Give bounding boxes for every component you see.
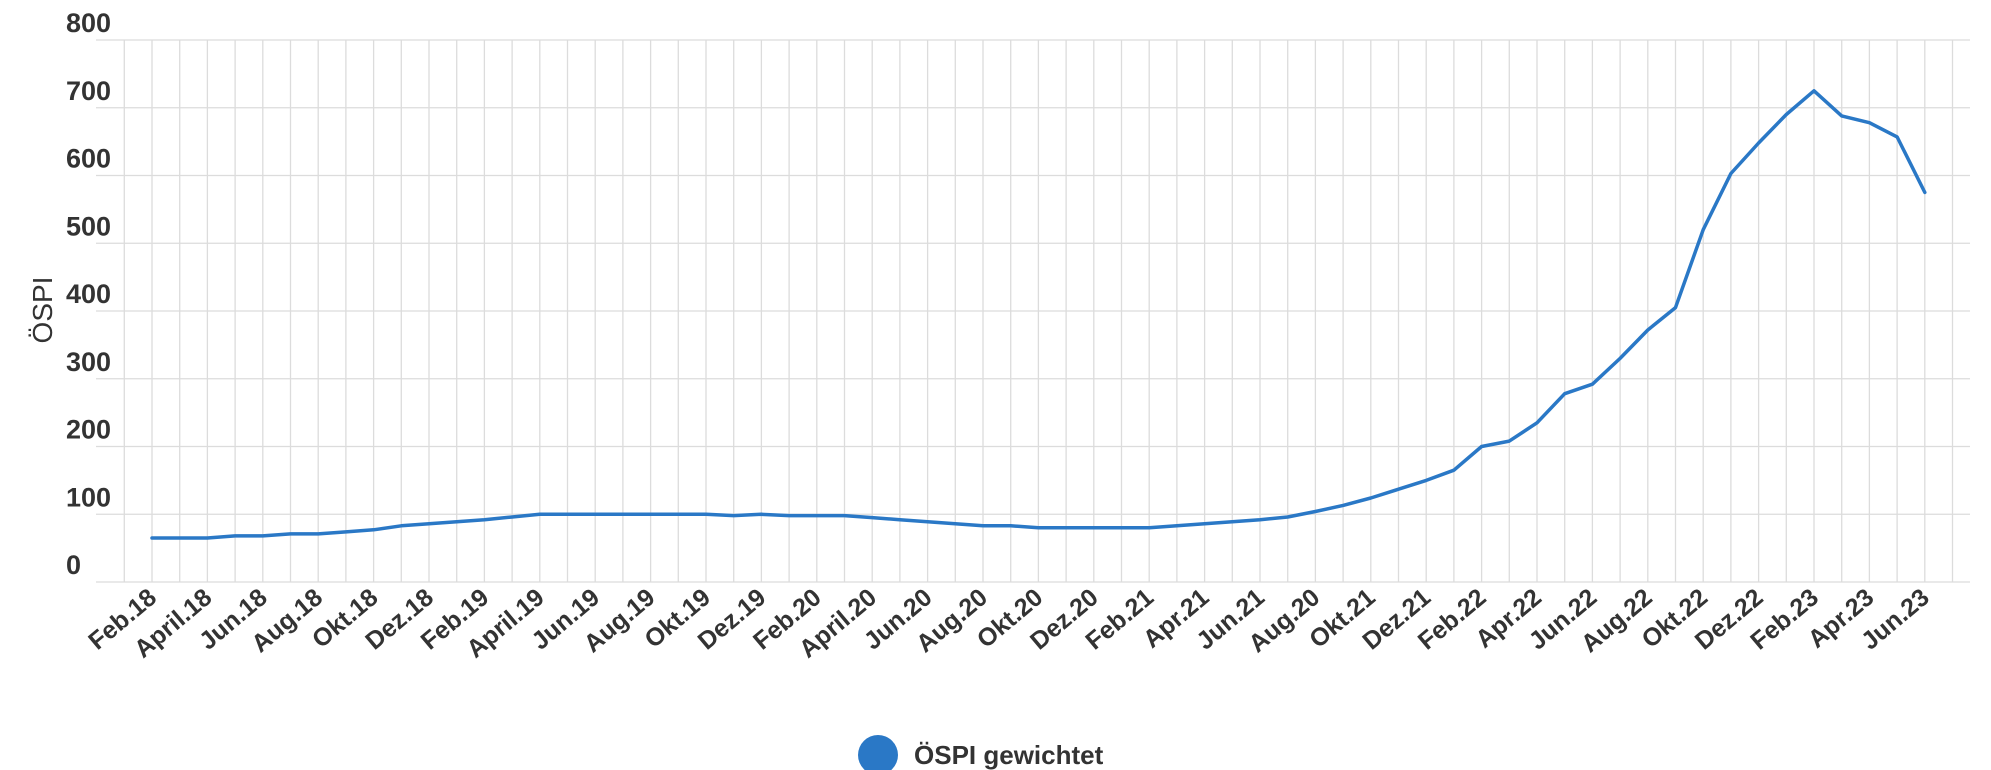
y-tick-label: 800: [66, 8, 111, 38]
y-tick-label: 200: [66, 415, 111, 445]
legend: ÖSPI gewichtet: [858, 735, 1104, 770]
series-line-ospi-gewichtet: [150, 89, 1927, 540]
y-axis-title: ÖSPI: [27, 277, 58, 344]
y-tick-label: 0: [66, 550, 81, 580]
y-tick-label: 500: [66, 211, 111, 241]
y-tick-label: 600: [66, 144, 111, 174]
y-tick-label: 300: [66, 347, 111, 377]
y-axis-ticks: 0 100 200 300 400 500 600 700 800: [66, 8, 111, 580]
legend-label: ÖSPI gewichtet: [914, 740, 1104, 770]
y-tick-label: 700: [66, 76, 111, 106]
y-tick-label: 400: [66, 279, 111, 309]
y-tick-label: 100: [66, 482, 111, 512]
legend-marker: [858, 735, 898, 770]
gridlines: [96, 39, 1970, 583]
